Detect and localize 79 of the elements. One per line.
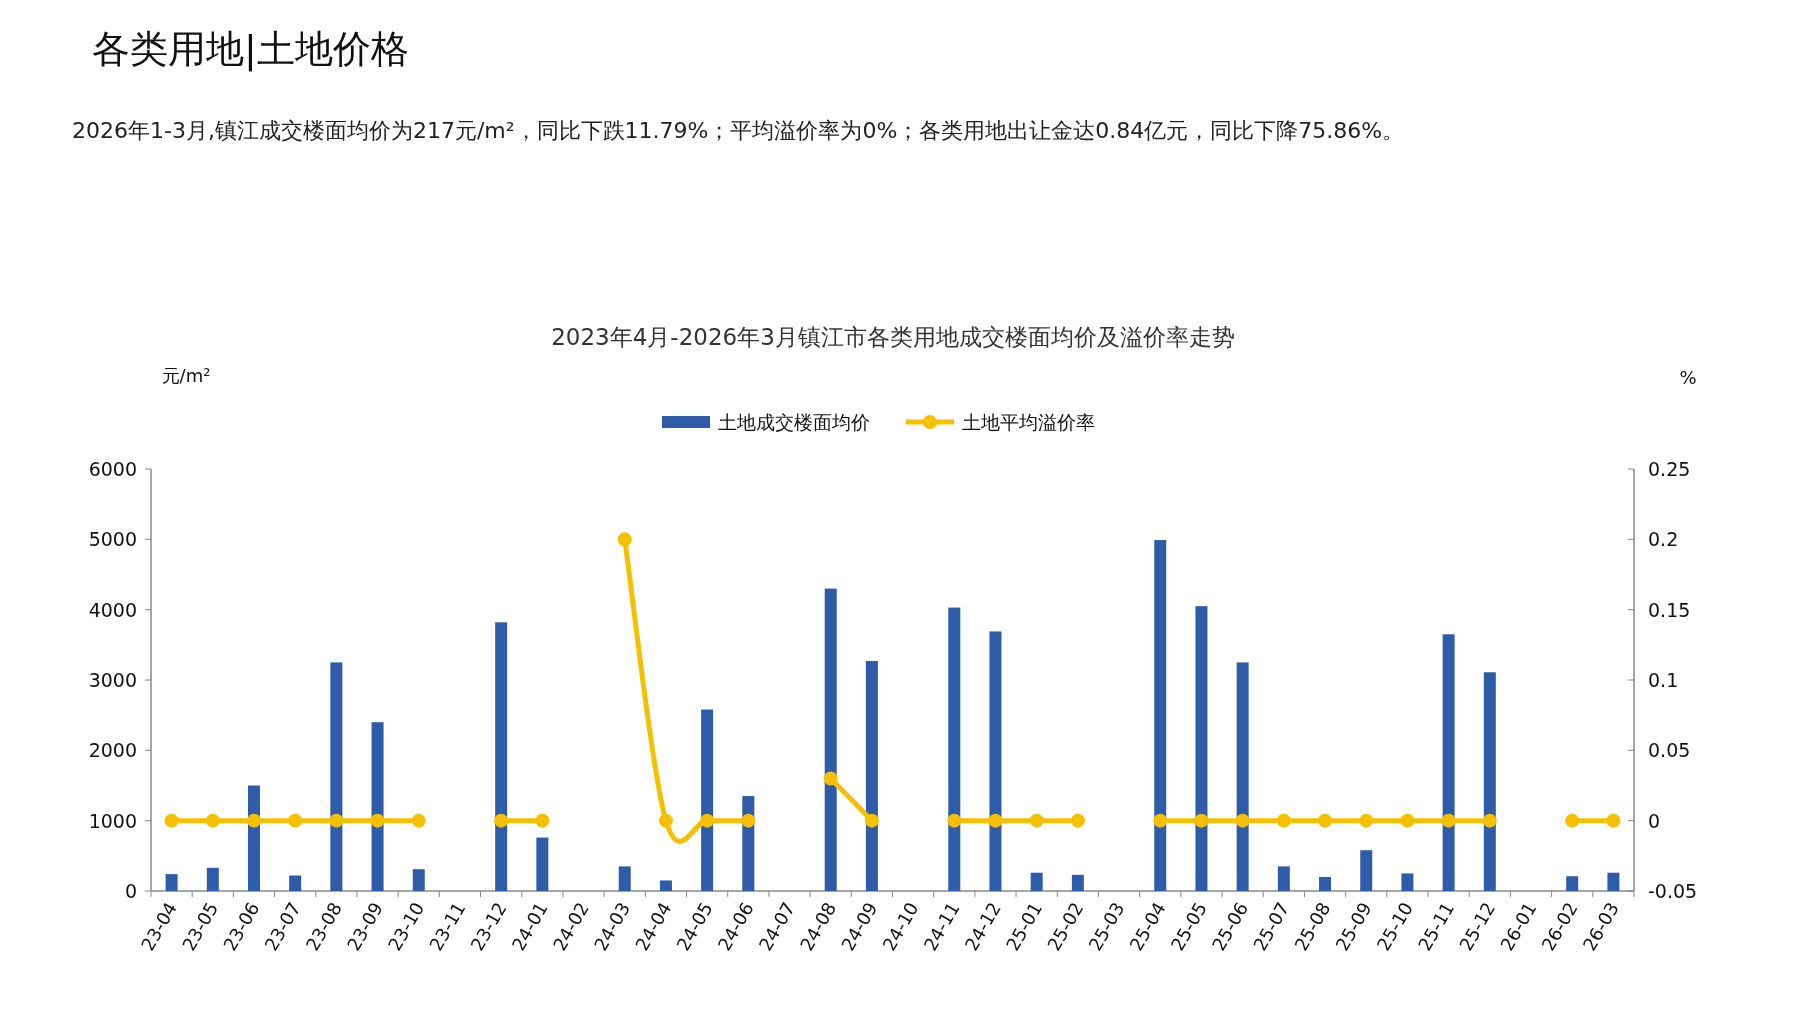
point <box>988 813 1003 828</box>
point <box>205 813 220 828</box>
point <box>1029 813 1044 828</box>
bar <box>289 875 302 891</box>
bar <box>865 661 878 891</box>
bar <box>1442 634 1455 891</box>
bar <box>824 588 837 891</box>
point <box>617 532 632 547</box>
y2-tick-label: 0.05 <box>1648 739 1691 762</box>
point <box>246 813 261 828</box>
y2-tick-label: 0.25 <box>1648 458 1691 480</box>
point <box>1153 813 1168 828</box>
bar <box>1277 866 1290 891</box>
bar <box>1360 850 1373 891</box>
legend-label: 土地平均溢价率 <box>962 411 1095 433</box>
bar <box>1483 672 1496 891</box>
bar <box>330 662 343 891</box>
y-axis-title: 元/m² <box>161 365 211 386</box>
y-tick-label: 2000 <box>88 739 137 762</box>
y2-tick-label: 0.15 <box>1648 598 1691 621</box>
point <box>288 813 303 828</box>
bar <box>701 709 714 891</box>
bar <box>948 607 961 891</box>
y-tick-label: 4000 <box>88 598 137 621</box>
y2-tick-label: 0.1 <box>1648 669 1679 691</box>
point <box>1359 813 1374 828</box>
bar <box>1401 873 1414 891</box>
bar <box>618 866 631 891</box>
point <box>1070 813 1085 828</box>
point <box>535 813 550 828</box>
bar <box>659 880 672 891</box>
point <box>864 813 879 828</box>
bar <box>1071 874 1084 891</box>
bar <box>1030 872 1043 891</box>
point <box>370 813 385 828</box>
y-tick-label: 0 <box>124 880 137 902</box>
y-tick-label: 3000 <box>88 669 137 691</box>
bar <box>412 869 425 891</box>
chart-subtitle: 2026年1-3月,镇江成交楼面均价为217元/m²，同比下跌11.79%；平均溢价率为0%；各类用地出让金达0.84亿元，同比下降75.86%。 <box>72 118 1405 143</box>
point <box>1235 813 1250 828</box>
point <box>164 813 179 828</box>
point <box>1400 813 1415 828</box>
bar <box>165 874 178 891</box>
point <box>700 813 715 828</box>
point <box>411 813 426 828</box>
point <box>494 813 509 828</box>
point <box>1606 813 1621 828</box>
bar <box>536 837 549 891</box>
y2-axis-title: % <box>1679 367 1697 388</box>
point <box>823 771 838 786</box>
chart-title: 各类用地|土地价格 <box>92 27 409 72</box>
bar <box>1319 876 1332 891</box>
text: 2023年4月-2026年3月镇江市各类用地成交楼面均价及溢价率走势 <box>551 324 1235 350</box>
point <box>1482 813 1497 828</box>
bar <box>1195 606 1208 891</box>
bar <box>495 622 508 891</box>
y2-tick-label: -0.05 <box>1648 880 1698 902</box>
bar <box>1607 872 1620 891</box>
point <box>1276 813 1291 828</box>
bar <box>371 722 384 891</box>
y2-tick-label: 0.2 <box>1648 528 1679 551</box>
y-tick-label: 6000 <box>88 458 137 480</box>
point <box>741 813 756 828</box>
point <box>658 813 673 828</box>
bar <box>989 631 1002 891</box>
y-tick-label: 5000 <box>88 528 137 551</box>
bar <box>1154 540 1167 891</box>
point <box>1441 813 1456 828</box>
legend-label: 土地成交楼面均价 <box>718 411 870 433</box>
bar <box>1566 876 1579 891</box>
bar <box>206 867 219 891</box>
bar <box>1236 662 1249 891</box>
point <box>947 813 962 828</box>
point <box>1194 813 1209 828</box>
y2-tick-label: 0 <box>1648 809 1661 832</box>
point <box>1565 813 1580 828</box>
point <box>1318 813 1333 828</box>
y-tick-label: 1000 <box>88 809 137 832</box>
point <box>329 813 344 828</box>
